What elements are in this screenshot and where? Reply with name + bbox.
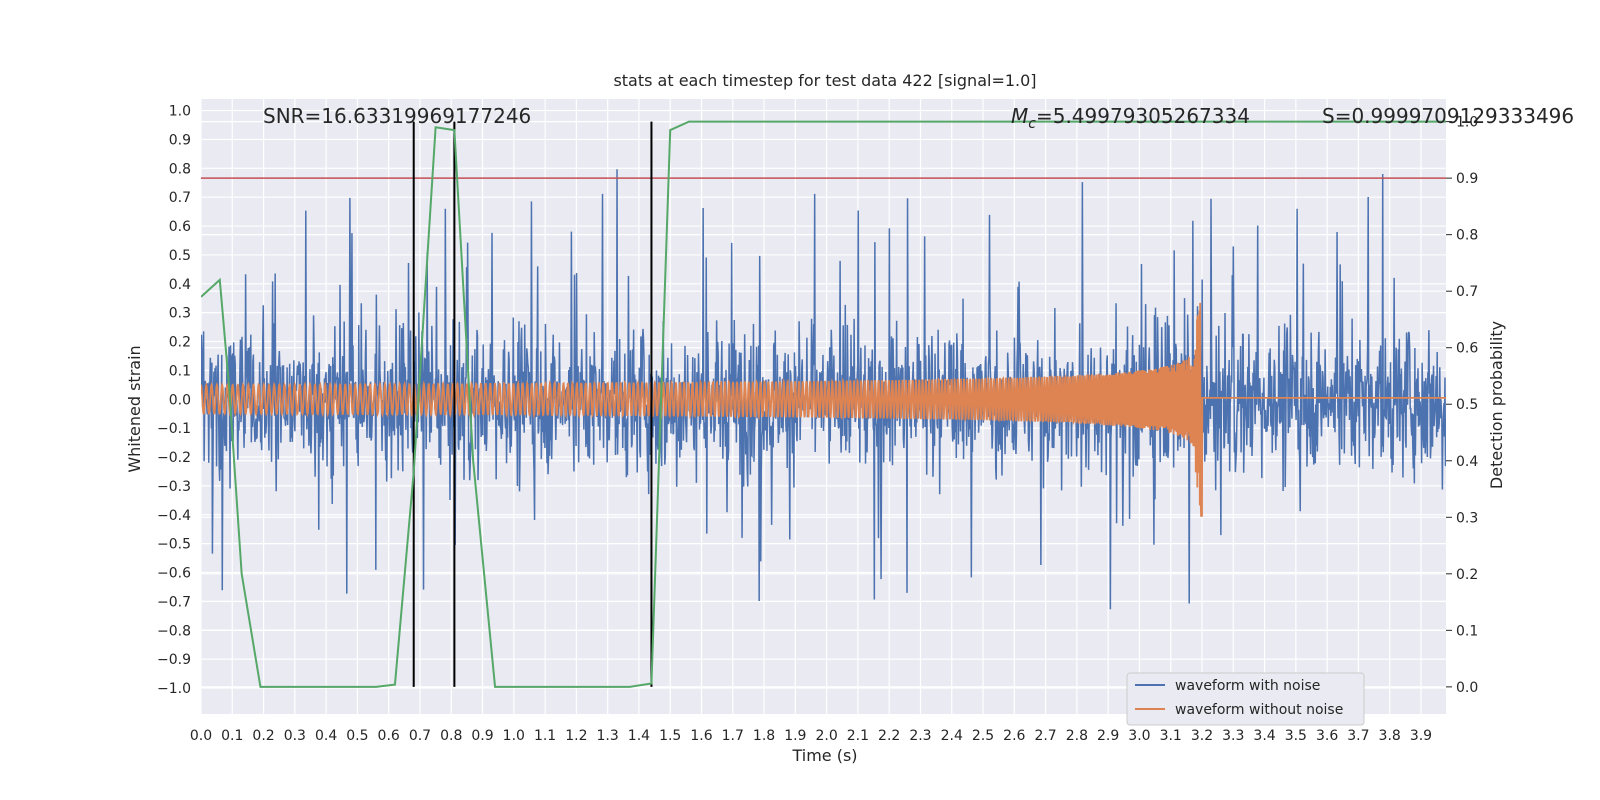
chirp-mass-subscript: c bbox=[1028, 116, 1036, 132]
x-tick-label: 3.8 bbox=[1379, 728, 1401, 744]
y-tick-label: 0.5 bbox=[169, 248, 191, 264]
x-tick-label: 3.4 bbox=[1253, 728, 1275, 744]
x-tick-labels: 0.0 0.1 0.2 0.3 0.4 0.5 0.6 0.7 0.8 0.9 1.0 1.1 1.2 1… bbox=[190, 728, 1432, 744]
series-detection-probability bbox=[201, 120, 1446, 688]
chart-title: stats at each timestep for test data 422… bbox=[613, 71, 1036, 90]
detection-score-annotation: S=0.9999709129333496 bbox=[1322, 104, 1574, 128]
x-tick-label: 2.8 bbox=[1066, 728, 1088, 744]
y-tick-label: 1.0 bbox=[169, 104, 191, 120]
right-y-tick-label: 0.8 bbox=[1456, 228, 1478, 244]
right-y-tick-label: 0.4 bbox=[1456, 454, 1478, 470]
snr-annotation: SNR=16.63319969177246 bbox=[263, 104, 531, 128]
series-waveform-without-noise bbox=[201, 302, 1446, 517]
y-tick-label: 0.3 bbox=[169, 306, 191, 322]
right-y-tick-label: 0.3 bbox=[1456, 510, 1478, 526]
x-tick-label: 0.0 bbox=[190, 728, 212, 744]
x-tick-label: 3.9 bbox=[1410, 728, 1432, 744]
y-tick-label: −0.7 bbox=[157, 594, 191, 610]
chirp-mass-symbol: M bbox=[1011, 104, 1028, 128]
y-tick-label: 0.6 bbox=[169, 219, 191, 235]
y-tick-label: −0.6 bbox=[157, 566, 191, 582]
x-tick-label: 1.8 bbox=[753, 728, 775, 744]
x-tick-label: 0.8 bbox=[440, 728, 462, 744]
x-tick-label: 2.7 bbox=[1034, 728, 1056, 744]
y-tick-label: −0.3 bbox=[157, 479, 191, 495]
x-tick-label: 0.9 bbox=[471, 728, 493, 744]
x-tick-label: 3.1 bbox=[1160, 728, 1182, 744]
x-tick-label: 0.6 bbox=[378, 728, 400, 744]
y-tick-label: −0.5 bbox=[157, 537, 191, 553]
chirp-mass-annotation: Mc=5.49979305267334 bbox=[1011, 104, 1250, 132]
right-y-axis-label: Detection probability bbox=[1487, 321, 1506, 489]
x-tick-label: 2.6 bbox=[1003, 728, 1025, 744]
x-tick-label: 2.0 bbox=[815, 728, 837, 744]
right-y-tick-label: 0.1 bbox=[1456, 623, 1478, 639]
y-tick-label: 0.8 bbox=[169, 161, 191, 177]
y-tick-labels: 1.0 0.9 0.8 0.7 0.6 0.5 0.4 0.3 0.2 0.1 0.0 −0.1 −0.… bbox=[157, 104, 191, 697]
x-tick-label: 3.5 bbox=[1285, 728, 1307, 744]
series-waveform-with-noise bbox=[201, 169, 1446, 610]
x-tick-label: 1.4 bbox=[628, 728, 650, 744]
x-tick-label: 1.0 bbox=[503, 728, 525, 744]
y-tick-label: −0.1 bbox=[157, 421, 191, 437]
legend-entry-clean: waveform without noise bbox=[1175, 702, 1343, 718]
x-tick-label: 3.2 bbox=[1191, 728, 1213, 744]
legend-box bbox=[1126, 672, 1365, 726]
chirp-mass-value: =5.49979305267334 bbox=[1036, 104, 1250, 128]
x-tick-label: 3.7 bbox=[1347, 728, 1369, 744]
right-y-tick-label: 0.9 bbox=[1456, 171, 1478, 187]
y-tick-label: −1.0 bbox=[157, 681, 191, 697]
x-tick-label: 3.0 bbox=[1128, 728, 1150, 744]
x-tick-label: 1.3 bbox=[597, 728, 619, 744]
x-tick-label: 3.6 bbox=[1316, 728, 1338, 744]
x-axis-label: Time (s) bbox=[791, 746, 857, 765]
x-tick-label: 0.3 bbox=[284, 728, 306, 744]
x-tick-label: 1.6 bbox=[690, 728, 712, 744]
x-tick-label: 2.4 bbox=[941, 728, 963, 744]
x-tick-label: 1.1 bbox=[534, 728, 556, 744]
x-tick-label: 1.9 bbox=[784, 728, 806, 744]
y-tick-label: 0.2 bbox=[169, 335, 191, 351]
y-tick-label: −0.9 bbox=[157, 652, 191, 668]
y-axis-label: Whitened strain bbox=[125, 345, 144, 472]
y-tick-label: −0.4 bbox=[157, 508, 191, 524]
right-y-tick-label: 1.0 bbox=[1456, 115, 1478, 131]
right-y-tick-label: 0.2 bbox=[1456, 567, 1478, 583]
x-tick-label: 1.2 bbox=[565, 728, 587, 744]
x-tick-label: 0.1 bbox=[221, 728, 243, 744]
x-tick-label: 0.5 bbox=[346, 728, 368, 744]
x-tick-label: 0.7 bbox=[409, 728, 431, 744]
x-tick-label: 2.9 bbox=[1097, 728, 1119, 744]
right-y-tick-label: 0.7 bbox=[1456, 284, 1478, 300]
x-tick-label: 2.2 bbox=[878, 728, 900, 744]
y-tick-label: 0.9 bbox=[169, 132, 191, 148]
right-y-tick-labels: 1.0 0.9 0.8 0.7 0.6 0.5 0.4 0.3 0.2 0.1 0.0 bbox=[1446, 115, 1478, 696]
y-tick-label: −0.2 bbox=[157, 450, 191, 466]
x-tick-label: 0.2 bbox=[252, 728, 274, 744]
legend-entry-noise: waveform with noise bbox=[1175, 678, 1320, 694]
y-tick-label: 0.1 bbox=[169, 363, 191, 379]
y-tick-label: 0.0 bbox=[169, 392, 191, 408]
legend: waveform with noise waveform without noi… bbox=[1126, 672, 1365, 726]
right-y-tick-label: 0.6 bbox=[1456, 341, 1478, 357]
x-tick-label: 0.4 bbox=[315, 728, 337, 744]
x-tick-label: 2.1 bbox=[847, 728, 869, 744]
right-y-tick-label: 0.5 bbox=[1456, 397, 1478, 413]
series-layer bbox=[201, 120, 1446, 688]
x-tick-label: 2.5 bbox=[972, 728, 994, 744]
x-tick-label: 1.5 bbox=[659, 728, 681, 744]
y-tick-label: −0.8 bbox=[157, 623, 191, 639]
x-tick-label: 3.3 bbox=[1222, 728, 1244, 744]
x-tick-label: 1.7 bbox=[722, 728, 744, 744]
y-tick-label: 0.7 bbox=[169, 190, 191, 206]
y-tick-label: 0.4 bbox=[169, 277, 191, 293]
x-tick-label: 2.3 bbox=[909, 728, 931, 744]
right-y-tick-label: 0.0 bbox=[1456, 680, 1478, 696]
